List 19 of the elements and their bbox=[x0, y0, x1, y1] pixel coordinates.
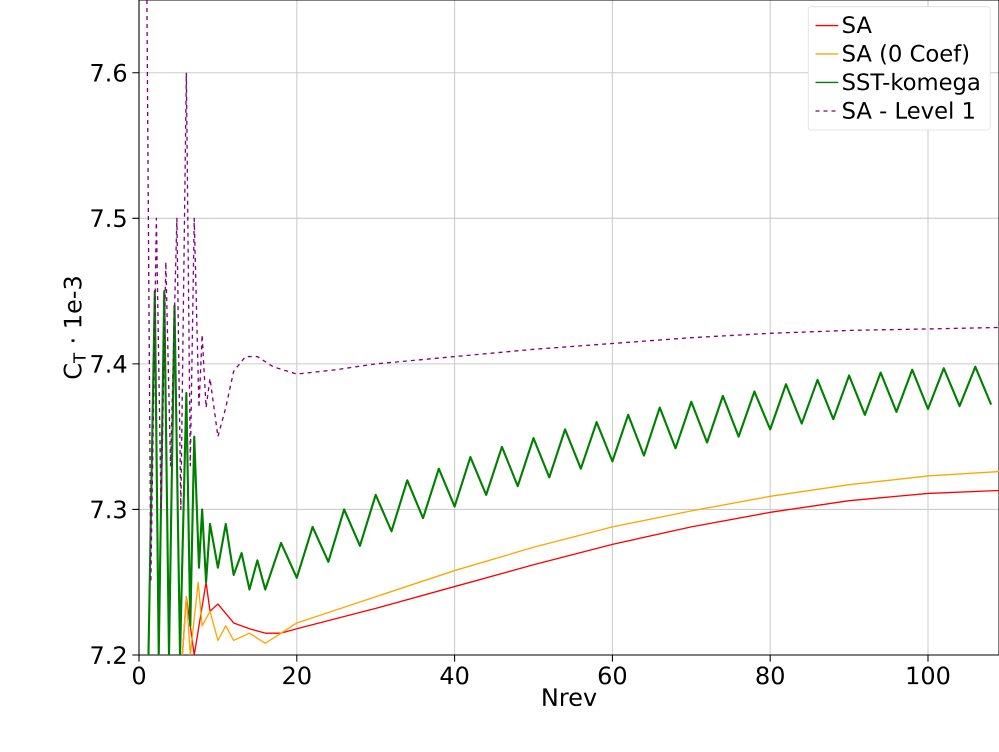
x-tick-label: 100 bbox=[908, 666, 950, 685]
x-tick-label: 40 bbox=[440, 666, 468, 685]
x-tick-label: 60 bbox=[598, 666, 626, 685]
x-axis-title: Nrev bbox=[543, 688, 596, 706]
x-tick-label: 0 bbox=[132, 666, 146, 685]
x-tick-label: 80 bbox=[756, 666, 784, 685]
y-tick-label: 7.6 bbox=[91, 64, 126, 82]
y-tick-label: 7.3 bbox=[91, 500, 126, 518]
line-series bbox=[147, 290, 992, 655]
y-tick-label: 7.5 bbox=[91, 209, 126, 228]
y-tick-label: 7.2 bbox=[91, 646, 126, 664]
legend-label: SA (0 Coef) bbox=[843, 44, 968, 65]
legend-label: SA bbox=[843, 16, 872, 34]
legend-label: SST-komega bbox=[843, 72, 979, 95]
y-axis-title: C$_{T}$ · 1e-3 bbox=[64, 277, 86, 378]
x-tick-label: 20 bbox=[283, 666, 310, 685]
legend-label: SA - Level 1 bbox=[843, 101, 974, 119]
line-series bbox=[146, 0, 999, 583]
y-tick-label: 7.4 bbox=[91, 355, 126, 373]
